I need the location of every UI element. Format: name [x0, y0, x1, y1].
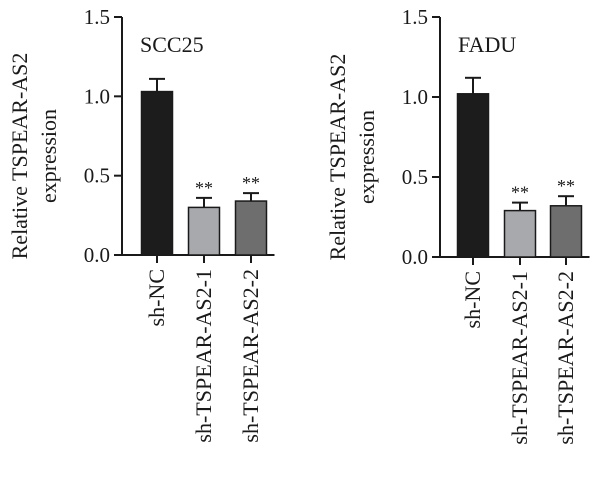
panel-title: FADU	[458, 32, 516, 57]
significance-label: **	[557, 176, 575, 196]
category-label: sh-TSPEAR-AS2-1	[191, 269, 216, 443]
chart-panel-2: 0.0 0.5 1.0 1.5 Relative TSPEAR-AS2 expressio…	[325, 5, 590, 445]
category-label: sh-NC	[460, 271, 485, 328]
y-axis-label: Relative TSPEAR-AS2	[7, 53, 32, 260]
y-tick-label: 1.0	[402, 85, 428, 109]
y-tick-label: 0.0	[402, 245, 428, 269]
y-tick-label: 1.0	[84, 84, 110, 108]
y-tick-label: 0.5	[84, 164, 110, 188]
y-axis-label: Relative TSPEAR-AS2	[325, 54, 350, 261]
bar-1	[456, 93, 490, 258]
y-tick-label: 0.5	[402, 165, 428, 189]
y-axis-label: expression	[354, 110, 379, 204]
bar-3	[234, 200, 268, 256]
y-axis-label: expression	[36, 109, 61, 203]
y-tick-label: 0.0	[84, 243, 110, 267]
significance-label: **	[195, 178, 213, 198]
bar-1	[140, 90, 174, 256]
significance-label: **	[242, 173, 260, 193]
category-label: sh-TSPEAR-AS2-2	[553, 271, 578, 445]
bar-2	[187, 206, 221, 256]
significance-label: **	[511, 183, 529, 203]
chart-panel-1: 0.0 0.5 1.0 1.5 Relative TSPEAR-AS2 expressio…	[7, 5, 275, 443]
category-label: sh-TSPEAR-AS2-2	[238, 269, 263, 443]
bar-2	[503, 209, 537, 258]
bar-3	[549, 205, 583, 258]
y-tick-label: 1.5	[84, 5, 110, 29]
category-label: sh-NC	[144, 269, 169, 326]
category-label: sh-TSPEAR-AS2-1	[507, 271, 532, 445]
panel-title: SCC25	[140, 32, 204, 57]
y-tick-label: 1.5	[402, 5, 428, 29]
